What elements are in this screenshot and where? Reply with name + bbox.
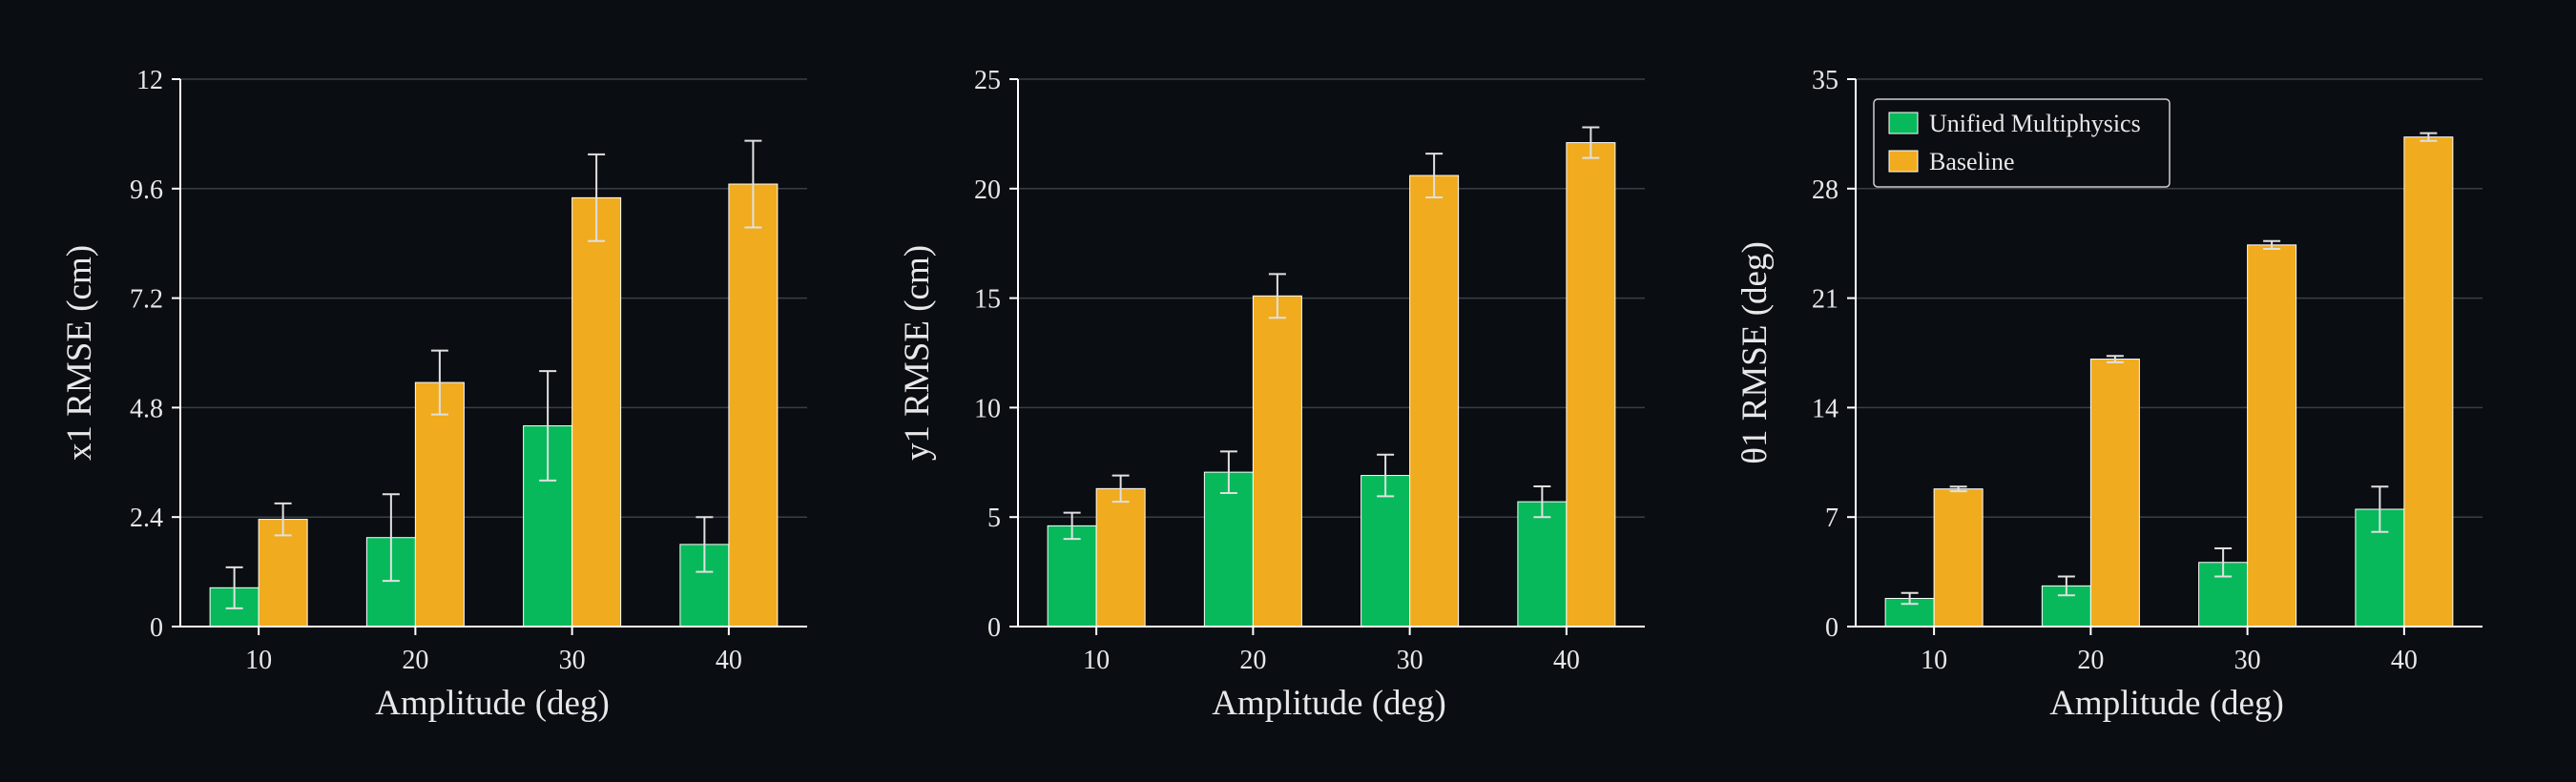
bars — [209, 139, 779, 628]
x-tick-label: 10 — [1083, 646, 1110, 675]
legend-label-unified-multiphysics: Unified Multiphysics — [1929, 110, 2141, 137]
y-tick-label: 7.2 — [130, 285, 163, 315]
y-tick-label: 7 — [1825, 504, 1839, 533]
x-tick-label: 10 — [245, 646, 272, 675]
bar-baseline — [2403, 136, 2454, 628]
legend-swatch-unified-multiphysics — [1888, 112, 1919, 134]
x-tick-label: 40 — [716, 646, 742, 675]
y-tick-label: 21 — [1812, 285, 1839, 315]
y-tick-label: 35 — [1812, 66, 1839, 95]
x-tick-label: 30 — [1397, 646, 1423, 675]
y-tick-label: 0 — [150, 613, 163, 643]
x-tick-label: 20 — [1239, 646, 1266, 675]
bar-baseline — [1933, 488, 1984, 628]
bars — [1047, 126, 1616, 628]
x-axis-title: Amplitude (deg) — [1212, 684, 1446, 723]
y-tick-label: 2.4 — [130, 504, 163, 533]
legend-swatch-baseline — [1888, 150, 1919, 173]
bar-unified-multiphysics — [1361, 475, 1411, 628]
y-tick-label: 10 — [974, 394, 1001, 423]
bar-baseline — [1095, 487, 1146, 628]
x-tick-label: 20 — [2077, 646, 2104, 675]
y-tick-label: 20 — [974, 175, 1001, 205]
bar-baseline — [2247, 244, 2297, 628]
y-tick-label: 15 — [974, 285, 1001, 315]
bar-baseline — [414, 381, 465, 628]
y-tick-label: 9.6 — [130, 175, 163, 205]
y-axis-title: x1 RMSE (cm) — [60, 245, 99, 461]
bar-baseline — [258, 519, 308, 628]
x-tick-label: 20 — [402, 646, 428, 675]
y-tick-label: 0 — [1825, 613, 1839, 643]
bar-baseline — [2089, 359, 2140, 628]
legend-label-baseline: Baseline — [1929, 148, 2015, 175]
panel-x1-rmse: x1 RMSE (cm) Amplitude (deg) 0 2.4 4.8 7.2 9… — [60, 66, 807, 723]
bar-unified-multiphysics — [1047, 525, 1097, 628]
x-tick-label: 40 — [1553, 646, 1580, 675]
y-tick-label: 12 — [136, 66, 163, 95]
x-axis-title: Amplitude (deg) — [375, 684, 610, 723]
panel-y1-rmse: y1 RMSE (cm) Amplitude (deg) 0 5 10 15 20 25 1… — [898, 66, 1645, 723]
panel-theta1-rmse: θ1 RMSE (deg) Amplitude (deg) 0 7 14 21 28 35… — [1735, 66, 2483, 723]
bars — [1884, 132, 2454, 628]
x-tick-label: 30 — [559, 646, 586, 675]
bar-baseline — [571, 196, 622, 628]
bar-baseline — [728, 183, 779, 628]
x-tick-label: 40 — [2391, 646, 2418, 675]
x-tick-label: 30 — [2234, 646, 2261, 675]
y-tick-label: 25 — [974, 66, 1001, 95]
bar-unified-multiphysics — [1203, 471, 1254, 628]
y-axis-title: y1 RMSE (cm) — [898, 245, 937, 461]
x-tick-label: 10 — [1921, 646, 1947, 675]
y-tick-label: 5 — [987, 504, 1001, 533]
x-axis-title: Amplitude (deg) — [2049, 684, 2284, 723]
legend: Unified Multiphysics Baseline — [1873, 98, 2171, 188]
y-axis-title: θ1 RMSE (deg) — [1735, 241, 1775, 464]
bar-baseline — [1566, 142, 1616, 628]
bar-baseline — [1252, 295, 1302, 628]
legend-box — [1873, 98, 2171, 188]
y-tick-label: 0 — [987, 613, 1001, 643]
bar-baseline — [1409, 175, 1460, 628]
bar-unified-multiphysics — [1517, 501, 1568, 628]
y-tick-label: 14 — [1812, 394, 1839, 423]
y-tick-label: 28 — [1812, 175, 1839, 205]
y-tick-label: 4.8 — [130, 394, 163, 423]
